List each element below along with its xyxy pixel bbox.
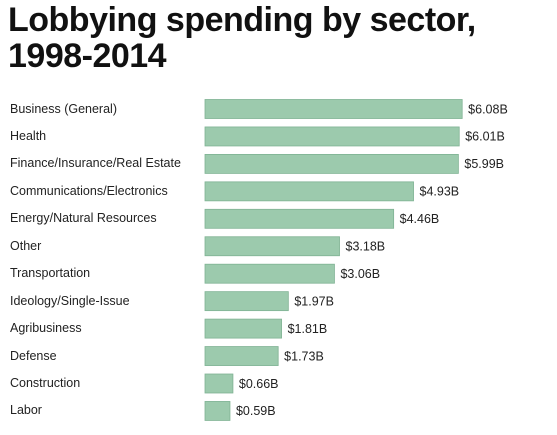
- value-label: $3.06B: [340, 267, 380, 281]
- bar: [204, 236, 340, 257]
- value-label: $1.97B: [294, 294, 334, 308]
- category-label: Agribusiness: [10, 321, 82, 336]
- category-label: Defense: [10, 348, 57, 363]
- value-label: $6.01B: [465, 130, 505, 144]
- bar: [204, 373, 234, 394]
- value-label: $1.81B: [288, 322, 328, 336]
- category-label: Other: [10, 238, 42, 253]
- category-label: Energy/Natural Resources: [10, 211, 157, 226]
- chart-title: Lobbying spending by sector, 1998-2014: [8, 1, 476, 75]
- value-label: $3.18B: [346, 240, 386, 254]
- bar: [204, 401, 231, 421]
- category-label: Business (General): [10, 101, 117, 116]
- value-label: $0.66B: [239, 377, 279, 391]
- category-label: Transportation: [10, 266, 91, 281]
- category-label: Health: [10, 128, 47, 143]
- value-label: $0.59B: [236, 404, 276, 418]
- bar: [204, 346, 279, 366]
- value-label: $4.93B: [420, 185, 460, 199]
- value-label: $1.73B: [284, 349, 324, 363]
- value-label: $6.08B: [468, 102, 508, 116]
- bar: [204, 291, 289, 312]
- bar: [204, 126, 460, 147]
- bar: [204, 181, 414, 202]
- value-label: $5.99B: [464, 157, 504, 171]
- bar: [204, 153, 459, 174]
- bar: [204, 263, 335, 284]
- bar: [204, 99, 463, 119]
- category-label: Finance/Insurance/Real Estate: [10, 156, 181, 171]
- value-label: $4.46B: [400, 212, 440, 226]
- category-label: Labor: [10, 403, 42, 418]
- bar: [204, 208, 395, 229]
- category-label: Ideology/Single-Issue: [10, 293, 130, 308]
- category-label: Communications/Electronics: [10, 183, 168, 198]
- bar: [204, 318, 282, 339]
- category-label: Construction: [10, 376, 81, 390]
